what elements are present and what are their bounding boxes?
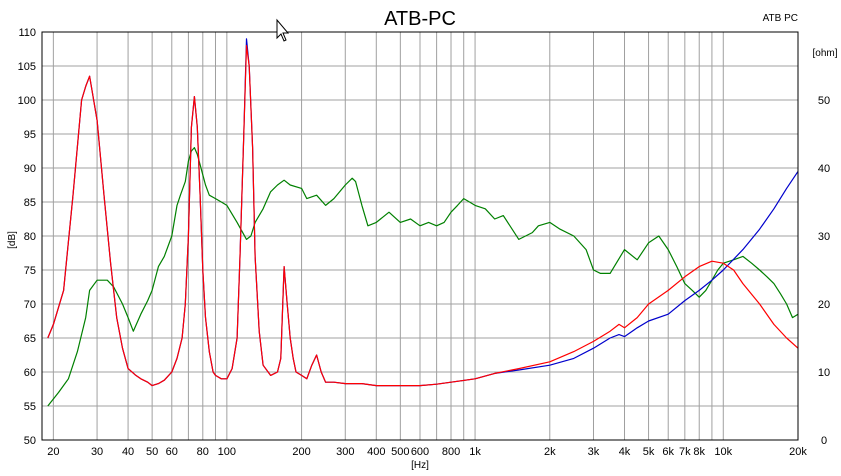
plot-frame — [41, 31, 799, 441]
mouse-cursor-icon — [276, 18, 290, 42]
x-tick-label: 1k — [469, 446, 481, 458]
y-tick-label: 60 — [24, 367, 36, 379]
x-tick-label: 50 — [146, 446, 158, 458]
y2-tick-labels: 0 10 20 30 40 50 — [818, 95, 830, 447]
series-group — [47, 38, 799, 407]
x-tick-label: 20 — [47, 446, 59, 458]
y2-tick-label: 0 — [821, 435, 827, 447]
x-tick-label: 3k — [588, 446, 600, 458]
y2-axis-label: [ohm] — [812, 48, 837, 59]
x-tick-label: 300 — [336, 446, 354, 458]
y-tick-label: 90 — [24, 163, 36, 175]
grid — [42, 31, 799, 441]
y-tick-label: 95 — [24, 129, 36, 141]
x-tick-label: 2k — [544, 446, 556, 458]
x-tick-label: 8k — [693, 446, 705, 458]
y-tick-labels: 50 55 60 65 70 75 80 85 90 95 100 105 110 — [18, 27, 36, 447]
y2-tick-label: 30 — [818, 231, 830, 243]
series-line — [47, 147, 799, 407]
x-tick-label: 60 — [166, 446, 178, 458]
y-tick-label: 55 — [24, 401, 36, 413]
corner-label: ATB PC — [763, 13, 798, 24]
y-tick-label: 70 — [24, 299, 36, 311]
x-tick-label: 40 — [122, 446, 134, 458]
x-tick-label: 10k — [714, 446, 732, 458]
x-tick-label: 6k — [662, 446, 674, 458]
x-tick-label: 5k — [643, 446, 655, 458]
y2-tick-label: 40 — [818, 163, 830, 175]
x-tick-label: 4k — [619, 446, 631, 458]
x-tick-label: 500 — [391, 446, 409, 458]
y-tick-label: 65 — [24, 333, 36, 345]
y-tick-label: 75 — [24, 265, 36, 277]
series-line — [47, 44, 799, 387]
x-tick-label: 400 — [367, 446, 385, 458]
y-axis-label: [dB] — [7, 231, 18, 249]
y-tick-label: 85 — [24, 197, 36, 209]
series-line — [47, 38, 799, 387]
x-tick-label: 20k — [789, 446, 807, 458]
x-tick-label: 80 — [197, 446, 209, 458]
y-tick-label: 80 — [24, 231, 36, 243]
y2-tick-label: 50 — [818, 95, 830, 107]
y-tick-label: 50 — [24, 435, 36, 447]
x-tick-label: 200 — [292, 446, 310, 458]
x-tick-label: 7k — [679, 446, 691, 458]
y2-tick-label: 10 — [818, 367, 830, 379]
x-tick-label: 30 — [91, 446, 103, 458]
x-tick-label: 100 — [218, 446, 236, 458]
x-tick-label: 600 — [411, 446, 429, 458]
y-tick-label: 105 — [18, 61, 36, 73]
y-tick-label: 100 — [18, 95, 36, 107]
chart-title: ATB-PC — [384, 8, 456, 30]
y2-tick-label: 20 — [818, 299, 830, 311]
x-tick-labels: 20 30 40 50 60 80 100 200 300 400 500 600 800 1k 2k 3k 4… — [47, 446, 807, 458]
x-axis-label: [Hz] — [411, 460, 429, 471]
x-tick-label: 800 — [442, 446, 460, 458]
y-tick-label: 110 — [18, 27, 36, 39]
